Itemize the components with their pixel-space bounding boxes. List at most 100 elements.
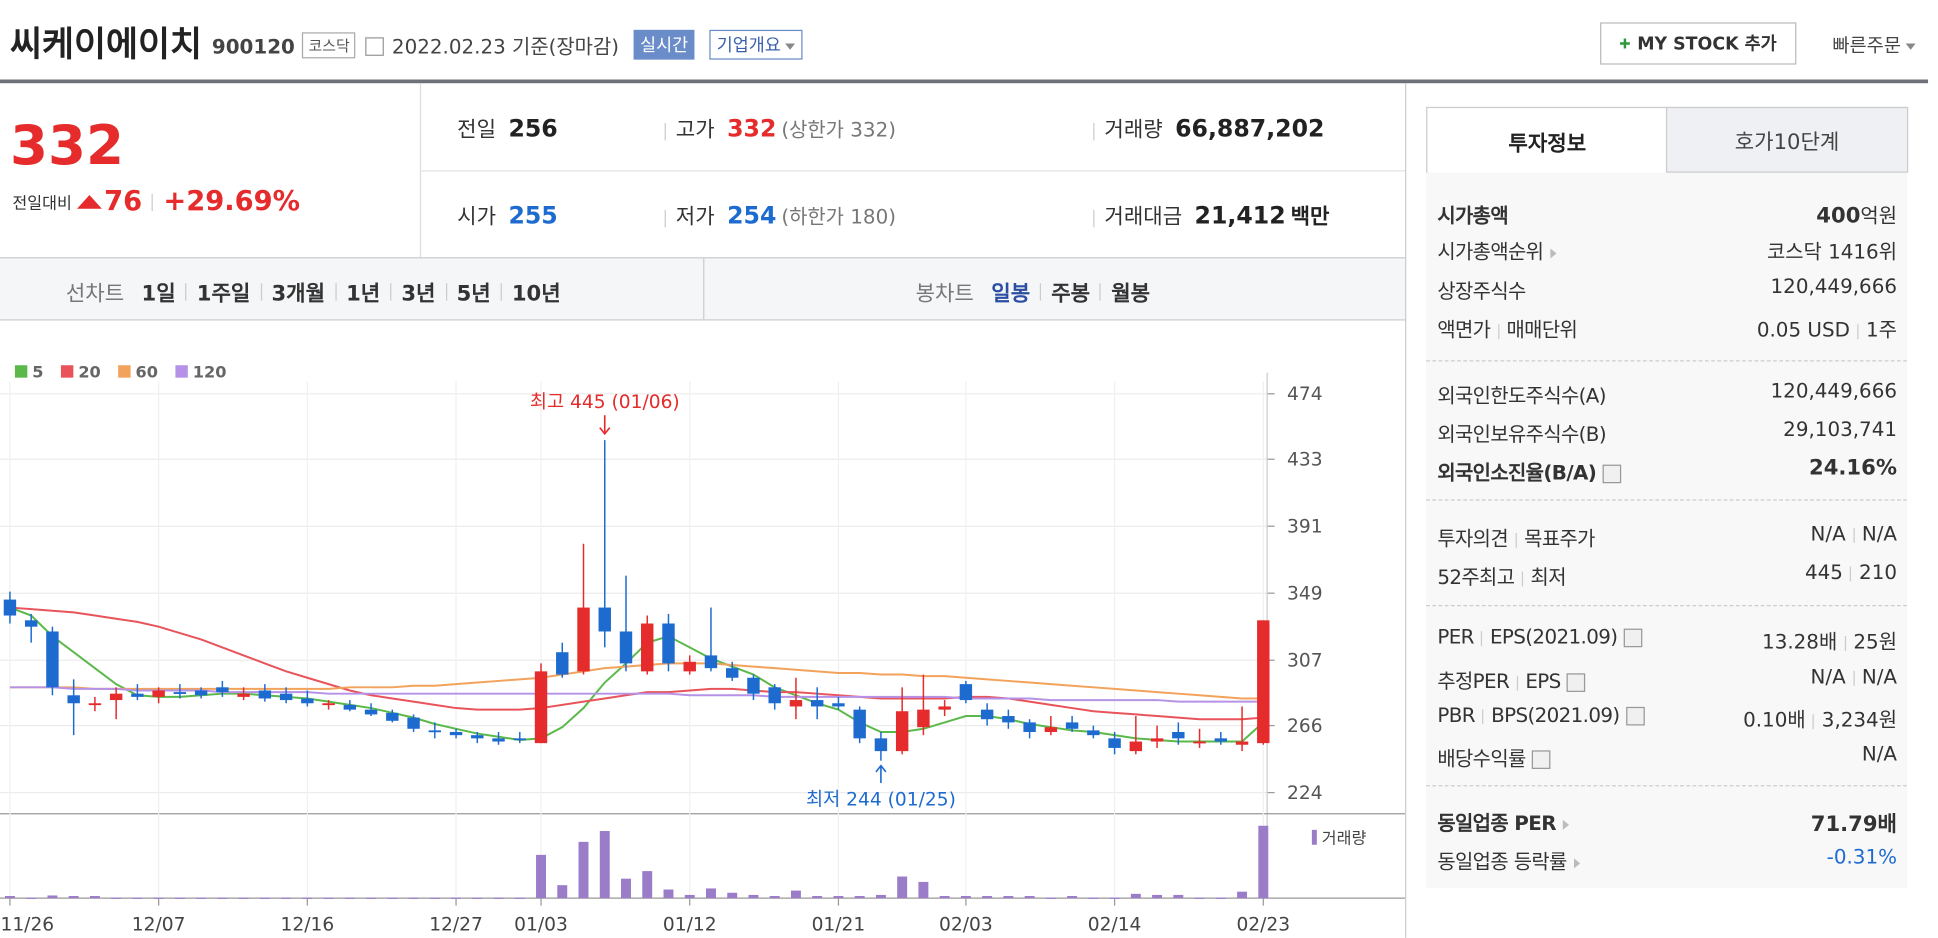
x-tick-label: 12/16 <box>281 914 335 935</box>
realtime-button[interactable]: 실시간 <box>633 29 695 60</box>
candle-body <box>1150 738 1164 742</box>
info-row: PER EPS(2021.09) 13.28배 25원 <box>1437 625 1897 655</box>
my-stock-text: MY STOCK 추가 <box>1637 34 1777 55</box>
volume-bar <box>812 896 823 899</box>
value-text: N/A <box>1810 521 1846 546</box>
overview-text: 기업개요 <box>716 36 781 56</box>
volume-bar <box>174 897 185 899</box>
value: 254 <box>727 202 777 230</box>
value-text: 71.79배 <box>1810 812 1897 838</box>
x-tick-label: 02/03 <box>939 914 993 935</box>
volume-bar <box>217 897 228 899</box>
candle-body <box>938 706 951 710</box>
divider <box>703 258 705 320</box>
legend-label: 120 <box>193 363 227 382</box>
info-row: 액면가 매매단위 0.05 USD 1주 <box>1437 313 1897 343</box>
value-text: 1주 <box>1866 318 1897 342</box>
section-divider <box>1426 605 1907 607</box>
separator <box>1857 323 1859 339</box>
volume-bar <box>4 896 15 899</box>
volume-bar <box>111 897 122 899</box>
help-icon[interactable] <box>1602 464 1622 484</box>
label-text: 목표주가 <box>1524 526 1595 551</box>
x-tick-label: 02/23 <box>1236 914 1290 935</box>
help-icon[interactable] <box>1566 673 1586 692</box>
separator <box>1497 323 1500 339</box>
candle-body <box>1023 722 1036 732</box>
chart-tab[interactable]: 5년 <box>456 282 491 307</box>
value-text: 0.10배 <box>1743 708 1806 732</box>
legend-label: 5 <box>32 363 43 382</box>
candle-body <box>216 687 229 693</box>
help-icon[interactable] <box>1531 750 1551 769</box>
candle-body <box>789 700 803 707</box>
tab-active[interactable]: 투자정보 <box>1426 106 1669 173</box>
volume-bar <box>705 888 716 899</box>
label-text: EPS(2021.09) <box>1489 624 1618 649</box>
separator <box>1844 635 1846 651</box>
chart-tab[interactable]: 주봉 <box>1051 282 1091 307</box>
legend-swatch <box>118 365 131 378</box>
volume-bar <box>238 897 249 899</box>
row-value: 445 210 <box>1805 560 1897 590</box>
candle-chart-tabs: 봉차트 일봉 주봉 월봉 <box>916 276 1151 307</box>
chart-tab[interactable]: 10년 <box>511 282 561 307</box>
chart-tab[interactable]: 3개월 <box>271 282 325 307</box>
arrow-icon[interactable] <box>1550 247 1558 258</box>
candle-body <box>194 690 208 696</box>
candle-body <box>67 695 80 704</box>
separator <box>1093 122 1095 140</box>
chart-tab[interactable]: 1년 <box>346 282 381 307</box>
value-text: 120,449,666 <box>1770 378 1897 403</box>
candle-body <box>343 704 357 710</box>
y-tick-label: 224 <box>1287 783 1323 804</box>
separator <box>1516 675 1518 691</box>
value-text: 0.05 USD <box>1756 318 1850 342</box>
row-label: 52주최고 최저 <box>1437 560 1566 590</box>
candle-body <box>874 738 888 752</box>
separator <box>1853 670 1855 686</box>
plus-icon <box>1619 38 1630 49</box>
overview-dropdown[interactable]: 기업개요 <box>709 29 804 60</box>
volume-bar <box>26 897 37 899</box>
header: 씨케이에이치 900120 코스닥 2022.02.23 기준(장마감) 실시간… <box>10 17 804 67</box>
row-value: 13.28배 25원 <box>1762 625 1897 655</box>
line-chart-tabs: 선차트 1일 1주일 3개월 1년 3년 5년 10년 <box>66 276 561 307</box>
label-text: 52주최고 <box>1437 565 1515 589</box>
chart-tab[interactable]: 1주일 <box>196 282 251 307</box>
quick-order-text: 빠른주문 <box>1832 34 1901 58</box>
help-icon[interactable] <box>1625 706 1645 726</box>
chart-tab[interactable]: 1일 <box>141 282 176 307</box>
candle-body <box>24 620 38 627</box>
base-date: 2022.02.23 기준(장마감) <box>391 34 619 59</box>
volume-bar <box>727 892 738 899</box>
divider <box>1405 83 1407 938</box>
row-value: -0.31% <box>1827 845 1897 875</box>
volume-bar <box>68 896 79 899</box>
tab-text: 호가10단계 <box>1734 130 1840 156</box>
separator <box>1481 630 1483 646</box>
candle-body <box>449 731 463 736</box>
arrow-icon[interactable] <box>1563 819 1570 830</box>
low-cell: 저가 254 (하한가 180) <box>664 199 896 230</box>
separator <box>1482 708 1484 724</box>
chart-tab[interactable]: 월봉 <box>1111 282 1151 307</box>
line-chart-label: 선차트 <box>65 282 125 307</box>
row-label: PER EPS(2021.09) <box>1437 624 1643 655</box>
volume-cell: 거래량 66,887,202 <box>1093 112 1324 143</box>
separator <box>664 209 666 227</box>
value-text: 24.16% <box>1809 455 1897 481</box>
chart-tab[interactable]: 일봉 <box>991 282 1031 307</box>
volume-bar <box>514 897 525 899</box>
volume-bar <box>344 897 355 899</box>
help-icon[interactable] <box>1623 628 1643 648</box>
volume-bar <box>769 896 780 899</box>
tab[interactable]: 호가10단계 <box>1665 106 1909 173</box>
chart-tab[interactable]: 3년 <box>401 282 436 307</box>
my-stock-button[interactable]: MY STOCK 추가 <box>1600 22 1797 65</box>
label: 전일 <box>457 118 497 143</box>
volume-bar <box>429 897 440 899</box>
quick-order[interactable]: 빠른주문 <box>1832 32 1916 58</box>
arrow-icon[interactable] <box>1574 857 1581 868</box>
